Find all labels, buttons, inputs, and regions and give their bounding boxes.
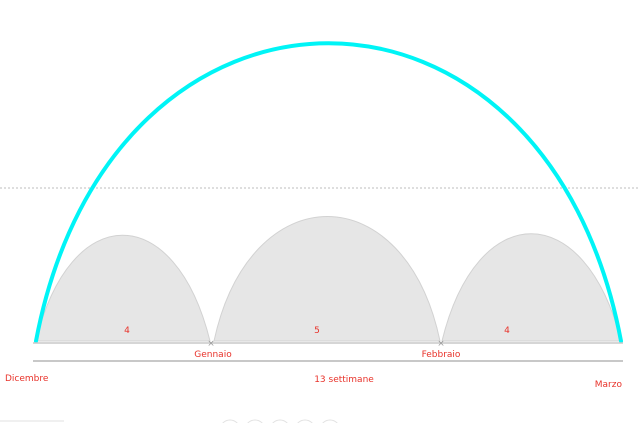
segment-3-weeks: 4 [504, 326, 510, 336]
month-label-dicembre: Dicembre [5, 374, 49, 384]
month-label-febbraio: Febbraio [422, 350, 461, 360]
total-duration-label: 13 settimane [314, 375, 374, 385]
month-label-marzo: Marzo [595, 380, 623, 390]
arc-total [34, 41, 623, 343]
segment-2-weeks: 5 [314, 326, 320, 336]
bottom-partial-decoration [0, 419, 338, 423]
marker-gennaio: × [207, 339, 215, 349]
arc-segment-2 [213, 216, 441, 342]
segment-1-weeks: 4 [124, 326, 130, 336]
month-label-gennaio: Gennaio [194, 350, 232, 360]
marker-febbraio: × [437, 339, 445, 349]
arc-segment-1 [35, 234, 211, 342]
arc-segment-3 [441, 233, 622, 342]
